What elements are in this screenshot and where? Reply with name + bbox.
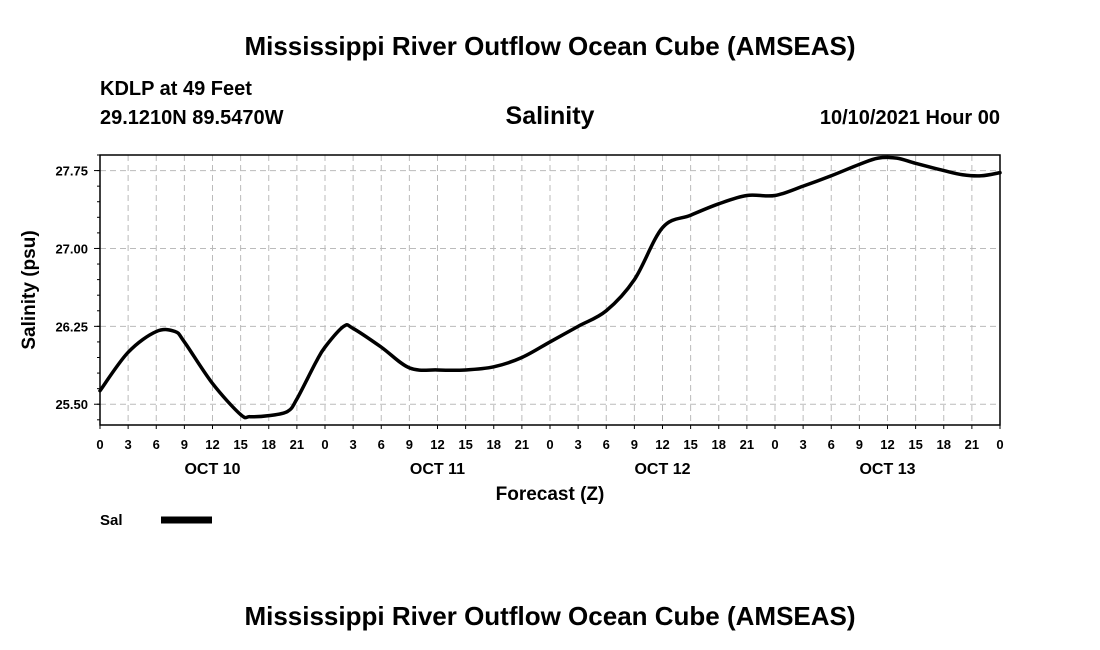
- x-tick-label: 15: [458, 437, 472, 452]
- grid-lines: [100, 155, 1000, 425]
- x-tick-label: 0: [321, 437, 328, 452]
- y-tick-label: 25.50: [55, 397, 88, 412]
- location-label: 29.1210N 89.5470W: [100, 107, 284, 129]
- x-axis-label: Forecast (Z): [496, 484, 605, 505]
- chart-title-bottom: Mississippi River Outflow Ocean Cube (AM…: [244, 601, 855, 631]
- x-tick-label: 6: [828, 437, 835, 452]
- x-tick-label: 3: [800, 437, 807, 452]
- y-tick-label: 27.00: [55, 241, 88, 256]
- x-date-label: OCT 10: [184, 461, 240, 478]
- chart-subtitle: Salinity: [506, 102, 595, 130]
- x-tick-label: 18: [937, 437, 951, 452]
- x-date-label: OCT 12: [634, 461, 690, 478]
- x-tick-label: 9: [631, 437, 638, 452]
- x-date-label: OCT 11: [410, 461, 465, 478]
- x-axis-ticks: 0 3 6 9 12 15 18 21 0 3 6 9 12 15 18 21 0 3 6 9 12 15 18 21 0 3 6 9…: [96, 425, 1004, 452]
- x-tick-label: 12: [430, 437, 444, 452]
- x-tick-label: 0: [996, 437, 1003, 452]
- station-label: KDLP at 49 Feet: [100, 78, 252, 100]
- x-tick-label: 18: [712, 437, 726, 452]
- x-tick-label: 3: [125, 437, 132, 452]
- x-tick-label: 12: [205, 437, 219, 452]
- x-tick-label: 15: [683, 437, 697, 452]
- y-tick-label: 27.75: [55, 164, 88, 179]
- x-tick-label: 6: [603, 437, 610, 452]
- plot-frame: [99, 154, 1001, 426]
- x-tick-label: 6: [153, 437, 160, 452]
- x-date-label: OCT 13: [859, 461, 915, 478]
- x-tick-label: 21: [965, 437, 979, 452]
- x-tick-label: 21: [515, 437, 529, 452]
- x-tick-label: 0: [546, 437, 553, 452]
- x-tick-label: 15: [908, 437, 922, 452]
- x-tick-label: 3: [575, 437, 582, 452]
- x-tick-label: 18: [487, 437, 501, 452]
- x-tick-label: 21: [740, 437, 754, 452]
- x-tick-label: 9: [406, 437, 413, 452]
- x-axis-date-labels: OCT 10 OCT 11 OCT 12 OCT 13: [184, 461, 915, 478]
- y-axis-ticks: 25.50 26.25 27.00 27.75: [55, 164, 100, 412]
- chart-title-top: Mississippi River Outflow Ocean Cube (AM…: [244, 31, 855, 61]
- series-line-sal: [98, 155, 1002, 420]
- series-layer: [98, 155, 1002, 420]
- x-tick-label: 12: [880, 437, 894, 452]
- y-tick-label: 26.25: [55, 319, 88, 334]
- x-tick-label: 0: [771, 437, 778, 452]
- x-tick-label: 9: [856, 437, 863, 452]
- legend-label-sal: Sal: [100, 512, 123, 529]
- x-tick-label: 18: [262, 437, 276, 452]
- x-tick-label: 3: [350, 437, 357, 452]
- y-axis-label: Salinity (psu): [19, 230, 40, 349]
- x-tick-label: 9: [181, 437, 188, 452]
- x-tick-label: 6: [378, 437, 385, 452]
- datetime-label: 10/10/2021 Hour 00: [820, 107, 1000, 129]
- x-tick-label: 15: [233, 437, 247, 452]
- x-tick-label: 21: [290, 437, 304, 452]
- x-tick-label: 12: [655, 437, 669, 452]
- x-tick-label: 0: [96, 437, 103, 452]
